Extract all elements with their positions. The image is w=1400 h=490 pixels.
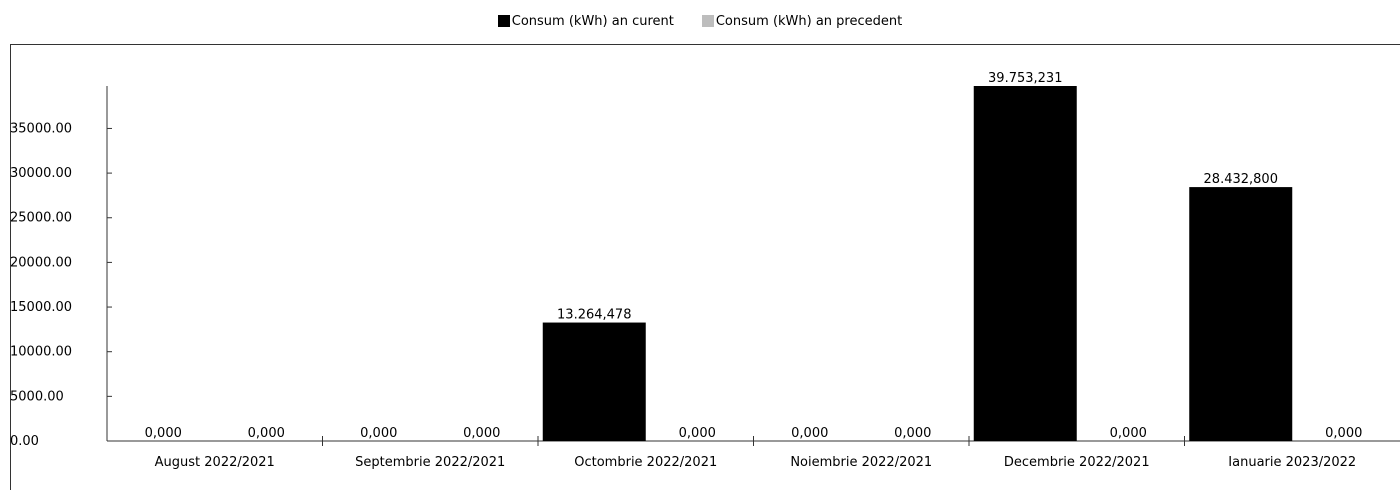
legend-item-previous[interactable]: Consum (kWh) an precedent — [701, 10, 903, 32]
y-tick-label: 35000.00 — [10, 121, 72, 136]
data-label-previous: 0,000 — [1325, 426, 1362, 441]
chart-legend: Consum (kWh) an curent Consum (kWh) an p… — [0, 10, 1400, 32]
legend-item-current[interactable]: Consum (kWh) an curent — [497, 10, 674, 32]
y-tick-label: 25000.00 — [10, 211, 72, 226]
data-label-current: 13.264,478 — [557, 308, 631, 323]
x-category-label: Noiembrie 2022/2021 — [790, 455, 932, 470]
data-label-current: 0,000 — [145, 426, 182, 441]
x-category-label: Ianuarie 2023/2022 — [1228, 455, 1356, 470]
bar-current — [973, 86, 1077, 441]
y-tick-label: 0.00 — [10, 434, 39, 449]
y-tick-label: 15000.00 — [10, 300, 72, 315]
legend-label-current: Consum (kWh) an curent — [511, 13, 674, 29]
x-category-label: August 2022/2021 — [155, 455, 275, 470]
y-tick-label: 5000.00 — [10, 389, 64, 404]
legend-swatch-current — [497, 15, 510, 27]
data-label-current: 28.432,800 — [1204, 172, 1278, 187]
chart-frame — [10, 44, 1400, 490]
bar-current — [542, 322, 646, 441]
x-category-label: Septembrie 2022/2021 — [355, 455, 505, 470]
x-category-label: Decembrie 2022/2021 — [1004, 455, 1150, 470]
data-label-current: 39.753,231 — [988, 71, 1062, 86]
legend-swatch-previous — [701, 15, 714, 27]
x-category-label: Octombrie 2022/2021 — [574, 455, 717, 470]
data-label-previous: 0,000 — [1110, 426, 1147, 441]
y-tick-label: 20000.00 — [10, 255, 72, 270]
data-label-current: 0,000 — [360, 426, 397, 441]
data-label-previous: 0,000 — [463, 426, 500, 441]
y-tick-label: 10000.00 — [10, 345, 72, 360]
data-label-previous: 0,000 — [679, 426, 716, 441]
data-label-previous: 0,000 — [248, 426, 285, 441]
data-label-previous: 0,000 — [894, 426, 931, 441]
data-label-current: 0,000 — [791, 426, 828, 441]
y-tick-label: 30000.00 — [10, 166, 72, 181]
bar-current — [1189, 187, 1293, 441]
legend-label-previous: Consum (kWh) an precedent — [715, 13, 903, 29]
